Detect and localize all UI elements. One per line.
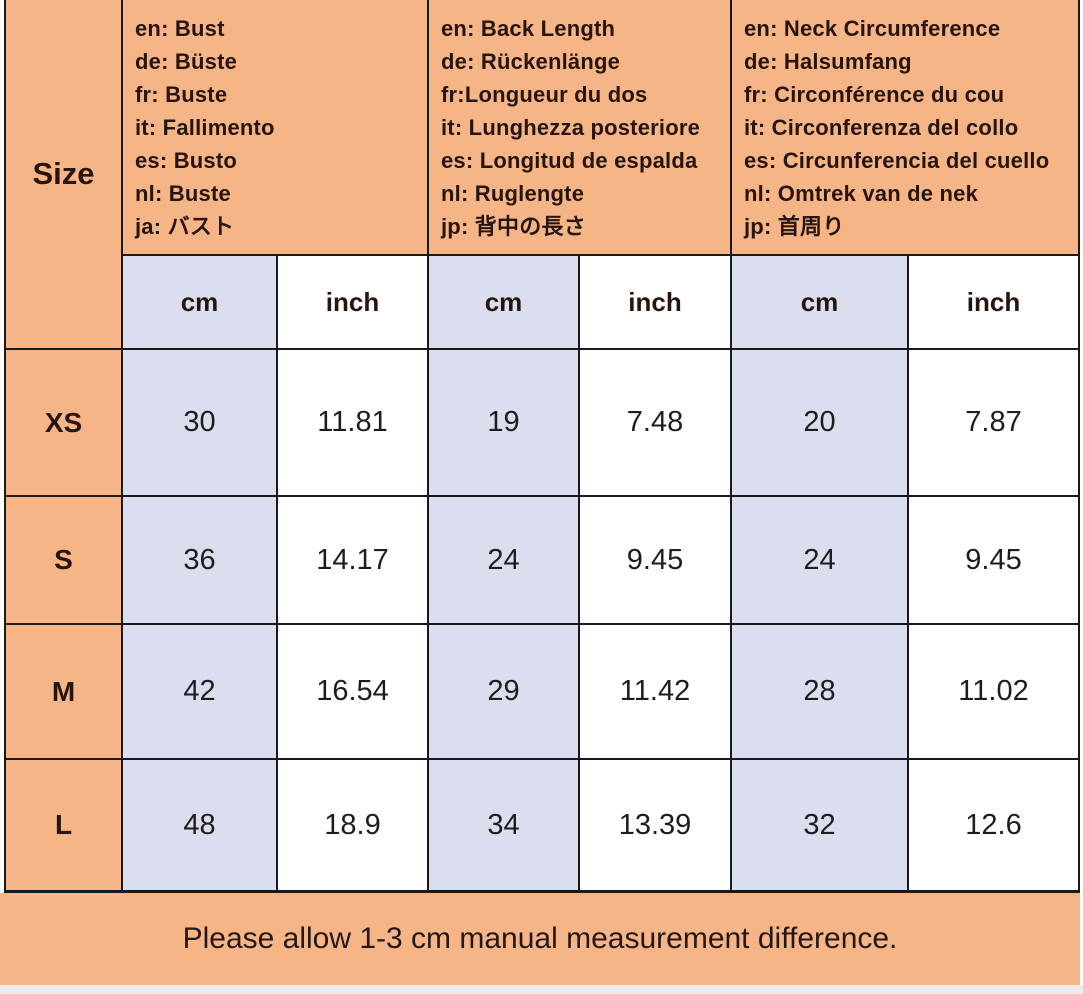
column-header-back-length: en: Back Length de: Rückenlänge fr:Longu… — [429, 0, 730, 254]
value-m-bust-inch: 16.54 — [278, 625, 427, 758]
value-l-bust-cm: 48 — [123, 760, 276, 890]
value-m-neck-cm: 28 — [732, 625, 907, 758]
value-xs-bust-cm: 30 — [123, 350, 276, 495]
bottom-margin-strip — [0, 985, 1083, 994]
value-xs-bust-inch: 11.81 — [278, 350, 427, 495]
row-label-m: M — [6, 625, 121, 758]
header-line-de: de: Rückenlänge — [441, 48, 621, 74]
header-line-it: it: Circonferenza del collo — [744, 114, 1019, 140]
header-line-fr: fr:Longueur du dos — [441, 81, 648, 107]
row-label-l: L — [6, 760, 121, 890]
value-s-neck-cm: 24 — [732, 497, 907, 623]
header-line-nl: nl: Ruglengte — [441, 180, 585, 206]
header-line-es: es: Busto — [135, 147, 238, 173]
header-line-en: en: Back Length — [441, 15, 616, 41]
unit-header-bust-cm: cm — [123, 256, 276, 348]
value-xs-back-inch: 7.48 — [580, 350, 730, 495]
header-line-nl: nl: Omtrek van de nek — [744, 180, 979, 206]
column-header-bust: en: Bust de: Büste fr: Buste it: Fallime… — [123, 0, 427, 254]
header-line-en: en: Neck Circumference — [744, 15, 1001, 41]
value-s-bust-cm: 36 — [123, 497, 276, 623]
header-line-es: es: Longitud de espalda — [441, 147, 698, 173]
value-xs-neck-inch: 7.87 — [909, 350, 1078, 495]
unit-header-bust-inch: inch — [278, 256, 427, 348]
header-line-it: it: Lunghezza posteriore — [441, 114, 701, 140]
header-line-jp: jp: 首周り — [744, 213, 845, 239]
unit-header-back-cm: cm — [429, 256, 578, 348]
size-chart-table: Size en: Bust de: Büste fr: Buste it: Fa… — [4, 0, 1080, 893]
header-line-nl: nl: Buste — [135, 180, 231, 206]
value-l-neck-cm: 32 — [732, 760, 907, 890]
value-l-back-inch: 13.39 — [580, 760, 730, 890]
value-m-bust-cm: 42 — [123, 625, 276, 758]
value-m-back-inch: 11.42 — [580, 625, 730, 758]
header-line-ja: ja: バスト — [135, 213, 235, 239]
measurement-note-banner: Please allow 1-3 cm manual measurement d… — [0, 893, 1080, 985]
column-header-neck-circumference: en: Neck Circumference de: Halsumfang fr… — [732, 0, 1078, 254]
value-m-neck-inch: 11.02 — [909, 625, 1078, 758]
value-m-back-cm: 29 — [429, 625, 578, 758]
row-label-xs: XS — [6, 350, 121, 495]
row-label-s: S — [6, 497, 121, 623]
header-line-it: it: Fallimento — [135, 114, 275, 140]
value-l-back-cm: 34 — [429, 760, 578, 890]
value-s-bust-inch: 14.17 — [278, 497, 427, 623]
value-xs-neck-cm: 20 — [732, 350, 907, 495]
size-corner-header: Size — [6, 0, 121, 348]
value-s-back-inch: 9.45 — [580, 497, 730, 623]
value-l-neck-inch: 12.6 — [909, 760, 1078, 890]
header-line-fr: fr: Buste — [135, 81, 228, 107]
value-s-back-cm: 24 — [429, 497, 578, 623]
unit-header-back-inch: inch — [580, 256, 730, 348]
value-xs-back-cm: 19 — [429, 350, 578, 495]
header-line-es: es: Circunferencia del cuello — [744, 147, 1050, 173]
header-line-en: en: Bust — [135, 15, 225, 41]
value-s-neck-inch: 9.45 — [909, 497, 1078, 623]
unit-header-neck-inch: inch — [909, 256, 1078, 348]
unit-header-neck-cm: cm — [732, 256, 907, 348]
header-line-jp: jp: 背中の長さ — [441, 213, 586, 239]
header-line-de: de: Büste — [135, 48, 238, 74]
header-line-fr: fr: Circonférence du cou — [744, 81, 1005, 107]
measurement-note-text: Please allow 1-3 cm manual measurement d… — [182, 922, 898, 955]
value-l-bust-inch: 18.9 — [278, 760, 427, 890]
header-line-de: de: Halsumfang — [744, 48, 912, 74]
